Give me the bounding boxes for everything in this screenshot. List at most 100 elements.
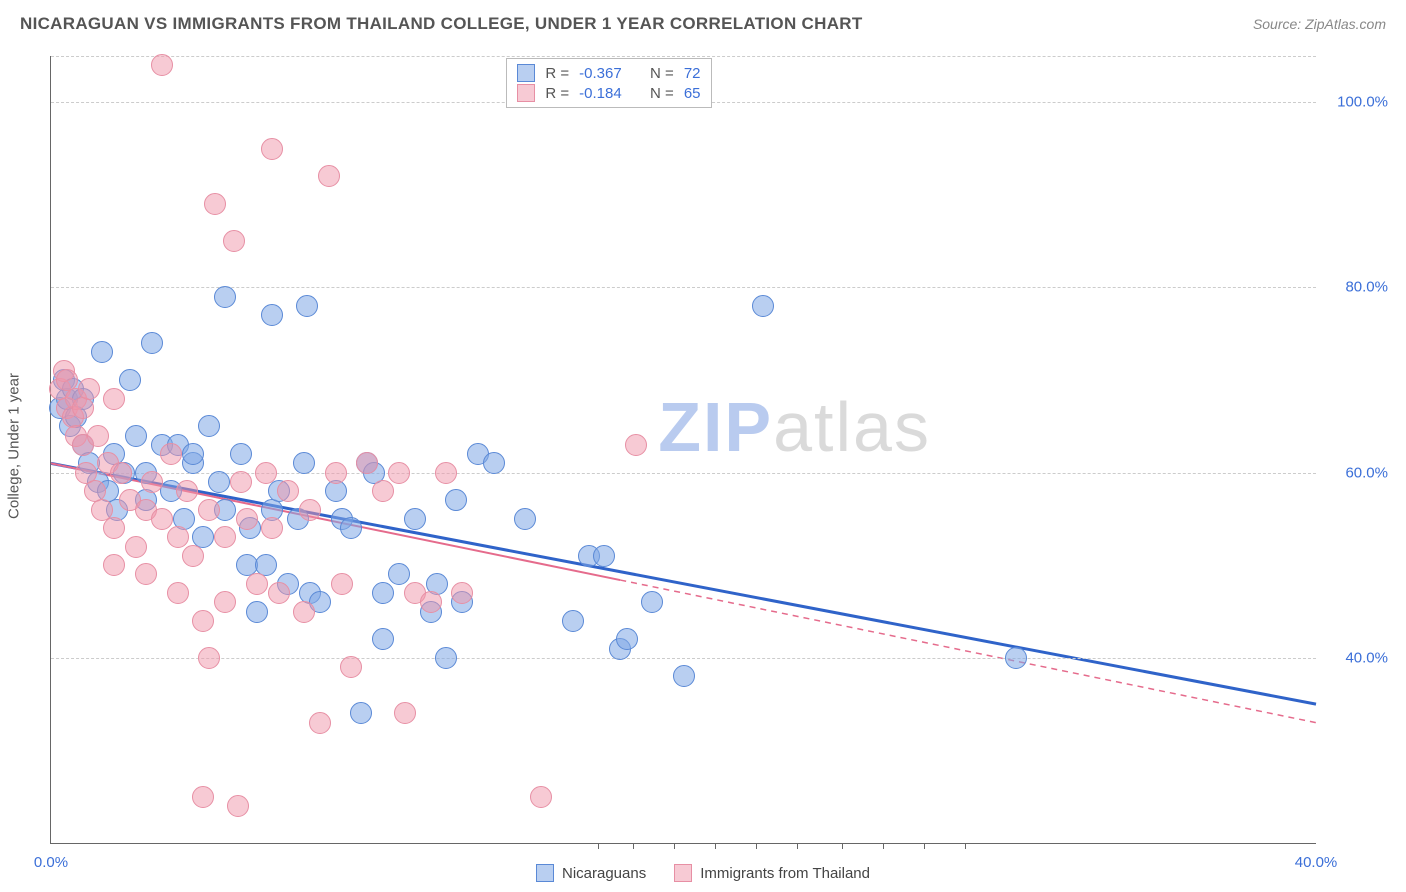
n-value: 65 [684, 85, 701, 102]
scatter-point [340, 517, 362, 539]
scatter-point [293, 452, 315, 474]
scatter-point [167, 526, 189, 548]
scatter-point [214, 286, 236, 308]
chart-title: NICARAGUAN VS IMMIGRANTS FROM THAILAND C… [20, 14, 863, 34]
watermark: ZIPatlas [658, 387, 931, 467]
x-tick-mark [674, 843, 675, 849]
scatter-point [261, 517, 283, 539]
scatter-point [141, 471, 163, 493]
legend-swatch [517, 84, 535, 102]
scatter-point [160, 443, 182, 465]
scatter-point [214, 526, 236, 548]
scatter-point [356, 452, 378, 474]
n-label: N = [650, 85, 674, 102]
scatter-point [78, 378, 100, 400]
gridline [51, 56, 1316, 57]
legend-label: Nicaraguans [562, 865, 646, 882]
legend-item: Nicaraguans [536, 864, 646, 882]
scatter-point [435, 647, 457, 669]
scatter-point [445, 489, 467, 511]
scatter-point [673, 665, 695, 687]
x-tick-mark [924, 843, 925, 849]
scatter-point [372, 582, 394, 604]
y-tick-label: 80.0% [1345, 279, 1388, 296]
x-tick-mark [715, 843, 716, 849]
scatter-point [562, 610, 584, 632]
legend-item: Immigrants from Thailand [674, 864, 870, 882]
x-tick-mark [842, 843, 843, 849]
scatter-point [246, 601, 268, 623]
scatter-point [151, 508, 173, 530]
n-value: 72 [684, 65, 701, 82]
scatter-point [404, 508, 426, 530]
scatter-point [1005, 647, 1027, 669]
chart-source: Source: ZipAtlas.com [1253, 16, 1386, 32]
scatter-point [388, 462, 410, 484]
scatter-point [293, 601, 315, 623]
scatter-point [350, 702, 372, 724]
scatter-point [198, 647, 220, 669]
scatter-point [752, 295, 774, 317]
scatter-point [103, 554, 125, 576]
scatter-point [214, 591, 236, 613]
scatter-point [277, 480, 299, 502]
x-tick-mark [756, 843, 757, 849]
scatter-point [125, 536, 147, 558]
scatter-point [141, 332, 163, 354]
scatter-point [167, 582, 189, 604]
scatter-point [110, 462, 132, 484]
r-label: R = [545, 85, 569, 102]
scatter-point [103, 517, 125, 539]
x-tick-mark [965, 843, 966, 849]
scatter-point [625, 434, 647, 456]
scatter-point [208, 471, 230, 493]
scatter-point [192, 786, 214, 808]
scatter-point [372, 480, 394, 502]
stats-legend-row: R =-0.367 N =72 [517, 63, 700, 83]
gridline [51, 287, 1316, 288]
scatter-point [261, 138, 283, 160]
scatter-point [261, 304, 283, 326]
y-axis-label: College, Under 1 year [6, 373, 23, 519]
scatter-point [394, 702, 416, 724]
gridline [51, 658, 1316, 659]
scatter-point [340, 656, 362, 678]
scatter-point [125, 425, 147, 447]
scatter-point [483, 452, 505, 474]
scatter-point [331, 573, 353, 595]
scatter-point [530, 786, 552, 808]
series-legend: Nicaraguans Immigrants from Thailand [0, 864, 1406, 882]
scatter-plot-area: ZIPatlas R =-0.367 N =72R =-0.184 N =65 … [50, 56, 1316, 844]
legend-label: Immigrants from Thailand [700, 865, 870, 882]
scatter-point [230, 471, 252, 493]
y-tick-label: 60.0% [1345, 464, 1388, 481]
scatter-point [198, 415, 220, 437]
legend-swatch [517, 64, 535, 82]
scatter-point [91, 341, 113, 363]
x-tick-mark [633, 843, 634, 849]
r-value: -0.184 [579, 85, 622, 102]
scatter-point [514, 508, 536, 530]
scatter-point [192, 610, 214, 632]
scatter-point [182, 545, 204, 567]
scatter-point [255, 462, 277, 484]
scatter-point [451, 582, 473, 604]
scatter-point [198, 499, 220, 521]
scatter-point [223, 230, 245, 252]
scatter-point [435, 462, 457, 484]
stats-legend-row: R = -0.184 N = 65 [517, 83, 700, 103]
scatter-point [246, 573, 268, 595]
scatter-point [372, 628, 394, 650]
y-tick-label: 100.0% [1337, 94, 1388, 111]
r-label: R = [545, 65, 569, 82]
r-value: -0.367 [579, 65, 622, 82]
scatter-point [119, 369, 141, 391]
scatter-point [296, 295, 318, 317]
scatter-point [388, 563, 410, 585]
scatter-point [151, 54, 173, 76]
legend-swatch [536, 864, 554, 882]
scatter-point [325, 462, 347, 484]
scatter-point [616, 628, 638, 650]
y-tick-label: 40.0% [1345, 649, 1388, 666]
scatter-point [299, 499, 321, 521]
